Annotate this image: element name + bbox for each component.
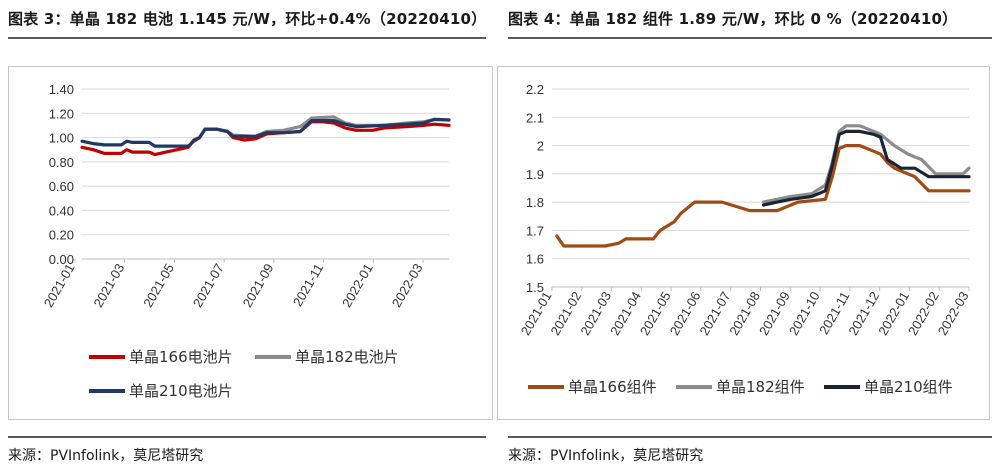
source-note-right: 来源：PVInfolink，莫尼塔研究 — [508, 448, 704, 464]
y-tick-label: 0.80 — [49, 155, 74, 170]
y-tick-label: 0.40 — [49, 203, 74, 218]
chart-title-right: 图表 4：单晶 182 组件 1.89 元/W，环比 0 %（20220410） — [508, 10, 958, 28]
line-chart-cells: 0.00 0.20 0.40 0.60 0.80 1.00 1.20 1.40 2021-01 2… — [41, 82, 451, 400]
y-tick-label: 0.00 — [49, 252, 74, 267]
y-tick-label: 0.60 — [49, 179, 74, 194]
y-tick-label: 1.40 — [49, 82, 74, 97]
legend-label: 单晶210组件 — [864, 378, 953, 396]
y-tick-label: 1.20 — [49, 106, 74, 121]
legend-label: 单晶182电池片 — [295, 348, 399, 366]
x-tick-label: 2021-09 — [240, 261, 277, 310]
y-tick-label: 2.2 — [526, 82, 544, 97]
x-tick-label: 2022-01 — [339, 261, 376, 310]
legend-label: 单晶166组件 — [568, 378, 657, 396]
y-tick-label: 1.8 — [526, 195, 544, 210]
x-tick-label: 2021-01 — [41, 261, 78, 310]
x-tick-label: 2021-07 — [190, 261, 227, 310]
y-tick-label: 2.1 — [526, 110, 544, 125]
series-line-3 — [761, 129, 971, 207]
legend-label: 单晶182组件 — [716, 378, 805, 396]
x-tick-label: 2021-11 — [290, 261, 326, 309]
title-rule-right — [508, 37, 992, 39]
series-line-1 — [80, 120, 451, 157]
series-line-2 — [761, 124, 971, 204]
x-tick-label: 2021-05 — [140, 261, 177, 310]
legend-label: 单晶210电池片 — [129, 382, 233, 400]
x-tick-label: 2021-03 — [90, 261, 127, 310]
y-tick-label: 0.20 — [49, 228, 74, 243]
series-line-1 — [555, 143, 971, 248]
source-rule-right — [508, 436, 992, 438]
source-rule-left — [8, 436, 486, 438]
chart-panel-left: 0.00 0.20 0.40 0.60 0.80 1.00 1.20 1.40 2021-01 2… — [8, 66, 493, 420]
title-rule-left — [8, 37, 486, 39]
series-line-3 — [80, 117, 451, 148]
y-tick-label: 1.9 — [526, 167, 544, 182]
y-tick-label: 1.6 — [526, 252, 544, 267]
legend-label: 单晶166电池片 — [129, 348, 233, 366]
y-tick-label: 1.7 — [526, 223, 544, 238]
chart-panel-right: 1.5 1.6 1.7 1.8 1.9 2 2.1 2.2 2021-01 2021-02 2021… — [497, 66, 990, 420]
chart-title-left: 图表 3：单晶 182 电池 1.145 元/W，环比+0.4%（2022041… — [8, 10, 487, 28]
y-tick-label: 1.5 — [526, 280, 544, 295]
x-tick-label: 2022-03 — [389, 261, 426, 310]
source-note-left: 来源：PVInfolink，莫尼塔研究 — [8, 448, 204, 464]
y-tick-label: 2 — [537, 139, 544, 154]
y-tick-label: 1.00 — [49, 131, 74, 146]
line-chart-modules: 1.51.61.71.81.922.12.22021-012021-022021… — [518, 82, 972, 396]
